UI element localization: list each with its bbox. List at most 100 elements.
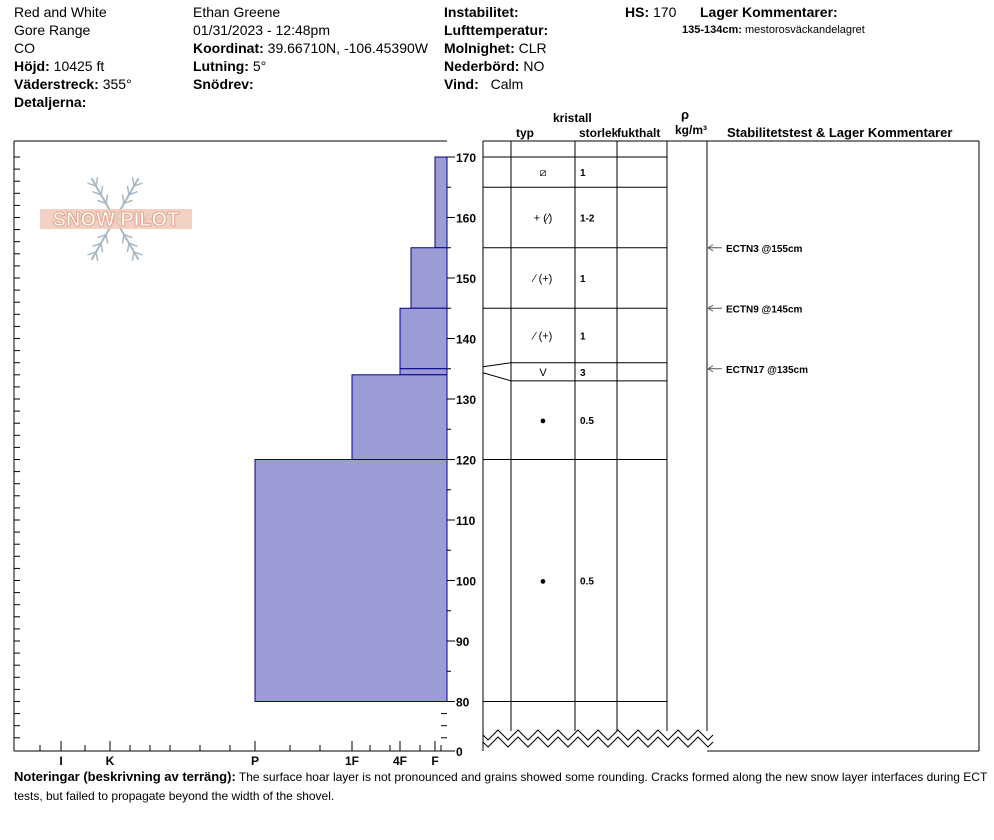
layer-comment-text: mestorosväckandelagret	[745, 24, 865, 36]
precip-row: Nederbörd: NO	[444, 57, 544, 75]
aspect-value: 355°	[102, 76, 132, 92]
slope-label: Lutning:	[193, 58, 249, 74]
sky-row: Molnighet: CLR	[444, 39, 547, 57]
layer-comment-range: 135-134cm:	[682, 24, 742, 36]
depth-tick-label: 100	[456, 575, 476, 589]
snowflake-branch	[126, 185, 130, 195]
depth-tick-label: 110	[456, 514, 476, 528]
hs-label: HS:	[625, 4, 650, 20]
snowflake-branch	[105, 234, 109, 244]
precip-label: Nederbörd:	[444, 58, 520, 74]
hardness-bar	[434, 156, 448, 249]
instability-label: Instabilitet:	[444, 4, 519, 20]
hardness-tick-label: 1F	[345, 754, 359, 768]
hardness-bar	[399, 368, 448, 376]
snowflake-branch	[95, 177, 99, 187]
stability-test-label: ECTN9 @145cm	[726, 304, 803, 315]
grain-form-symbol: V	[539, 367, 547, 379]
size-label: storlek	[579, 126, 617, 140]
rho-label: ρ	[681, 107, 690, 122]
stability-test-label: ECTN17 @135cm	[726, 365, 808, 376]
stability-test-arrowhead	[707, 365, 714, 373]
depth-tick-label: 170	[456, 151, 476, 165]
observation-datetime: 01/31/2023 - 12:48pm	[193, 22, 330, 38]
coordinate-value: 39.66710N, -106.45390W	[267, 40, 428, 56]
hs-value: 170	[653, 4, 677, 20]
hardness-tick-label: K	[106, 754, 115, 768]
depth-tick-label: 130	[456, 393, 476, 407]
notes-text: The surface hoar layer is not pronounced…	[14, 770, 988, 803]
wind-label: Vind:	[444, 76, 479, 92]
snowflake-branch	[133, 182, 143, 187]
coordinate-label: Koordinat:	[193, 40, 264, 56]
hardness-bar	[254, 459, 448, 702]
snowflake-branch	[128, 242, 138, 248]
aspect-row: Väderstreck: 355°	[14, 75, 132, 93]
snowflake-branch	[92, 242, 102, 248]
type-label: typ	[516, 126, 534, 140]
hardness-tick-label: P	[251, 754, 259, 768]
wind-row: Vind: Calm	[444, 75, 523, 93]
snowflake-branch	[123, 199, 133, 205]
scale-break-zigzag	[482, 729, 714, 741]
density-unit-label: kg/m³	[675, 123, 708, 137]
coordinate-row: Koordinat: 39.66710N, -106.45390W	[193, 39, 428, 57]
grain-size-value: 1	[580, 331, 586, 342]
snowflake-branch	[100, 243, 104, 253]
airtemp-label: Lufttemperatur:	[444, 22, 549, 38]
snowflake-branch	[128, 190, 138, 196]
stability-test-arrowhead	[707, 244, 714, 252]
depth-tick-label: 140	[456, 333, 476, 347]
depth-tick-label: 150	[456, 272, 476, 286]
hardness-bar	[410, 247, 448, 309]
snowflake-branch	[133, 251, 143, 256]
observer-name: Ethan Greene	[193, 4, 281, 20]
hardness-bar	[351, 374, 448, 460]
hardness-bar	[399, 307, 448, 370]
depth-tick-label: 120	[456, 454, 476, 468]
hs-row: HS: 170	[625, 3, 676, 21]
range-name: Gore Range	[14, 22, 91, 38]
snowflake-branch	[100, 185, 104, 195]
elevation-value: 10425 ft	[53, 58, 105, 74]
elevation-row: Höjd: 10425 ft	[14, 57, 104, 75]
depth-tick-label: 0	[456, 745, 463, 759]
snowflake-branch	[131, 251, 135, 261]
grain-size-value: 0.5	[580, 577, 594, 588]
snowflake-branch	[87, 251, 97, 256]
hardness-tick-label: I	[59, 754, 62, 768]
grain-form-symbol: ●	[540, 415, 547, 427]
depth-tick-label: 160	[456, 212, 476, 226]
grain-size-value: 1	[580, 168, 586, 179]
snowflake-branch	[97, 233, 107, 239]
snowflake-branch	[131, 177, 135, 187]
slope-value: 5°	[252, 58, 267, 74]
grain-form-symbol: ⧄	[540, 167, 547, 179]
elevation-label: Höjd:	[14, 58, 50, 74]
slope-row: Lutning: 5°	[193, 57, 266, 75]
crystal-label: kristall	[553, 111, 592, 125]
details-label: Detaljerna:	[14, 94, 87, 110]
layer-connector	[482, 362, 512, 368]
snow-pilot-logo: SNOW PILOT	[53, 209, 180, 231]
layer-connector	[482, 372, 512, 382]
snowflake-branch	[105, 194, 109, 204]
grain-form-symbol: ⁄ (+)	[531, 273, 553, 285]
snowflake-branch	[92, 190, 102, 196]
snowflake-branch	[95, 251, 99, 261]
snowflake-branch	[123, 233, 133, 239]
grain-size-value: 3	[580, 368, 586, 379]
aspect-label: Väderstreck:	[14, 76, 99, 92]
depth-tick-label: 90	[456, 635, 470, 649]
grain-form-symbol: ⁄ (+)	[531, 330, 553, 342]
stability-column-label: Stabilitetstest & Lager Kommentarer	[727, 125, 953, 140]
layer-comments-label: Lager Kommentarer:	[700, 4, 838, 20]
stability-test-arrowhead	[707, 304, 714, 312]
notes-label: Noteringar (beskrivning av terräng):	[14, 769, 236, 784]
hardness-tick-label: 4F	[393, 754, 407, 768]
drift-label: Snödrev:	[193, 76, 254, 92]
grain-form-symbol: ●	[540, 576, 547, 588]
snowflake-branch	[121, 194, 125, 204]
stability-test-label: ECTN3 @155cm	[726, 244, 803, 255]
